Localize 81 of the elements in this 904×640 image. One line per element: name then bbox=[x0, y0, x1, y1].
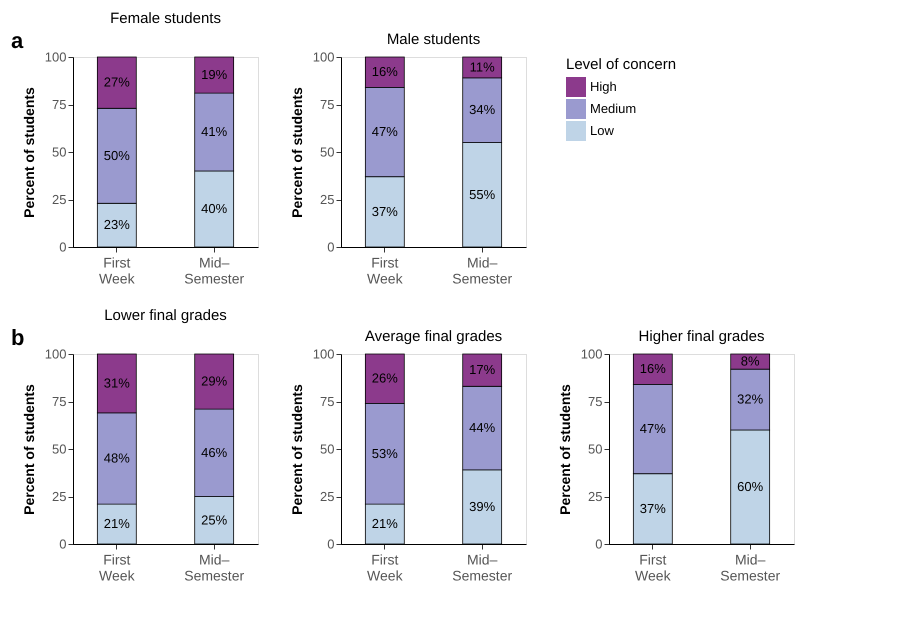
y-tick-label: 75 bbox=[52, 394, 66, 409]
data-label: 47% bbox=[372, 124, 398, 140]
y-tick-label: 100 bbox=[580, 346, 602, 362]
y-tick-label: 75 bbox=[52, 97, 66, 112]
y-tick-label: 75 bbox=[320, 97, 334, 112]
x-tick-label: First Week bbox=[367, 254, 404, 286]
y-tick-label: 50 bbox=[320, 144, 334, 160]
y-tick-label: 25 bbox=[588, 489, 602, 504]
data-label: 26% bbox=[372, 370, 398, 386]
y-axis-title: Percent of students bbox=[20, 86, 37, 218]
x-tick-label: First Week bbox=[99, 254, 136, 286]
data-label: 50% bbox=[104, 148, 130, 163]
chart-title: Female students bbox=[110, 10, 221, 27]
data-label: 48% bbox=[104, 450, 130, 466]
chart-title: Average final grades bbox=[364, 328, 502, 345]
data-label: 37% bbox=[640, 500, 666, 516]
data-label: 21% bbox=[372, 516, 398, 532]
y-axis-title: Percent of students bbox=[556, 384, 573, 515]
data-label: 44% bbox=[469, 420, 496, 436]
data-label: 34% bbox=[469, 102, 496, 118]
x-tick-label: First Week bbox=[635, 552, 672, 584]
data-label: 31% bbox=[104, 375, 130, 390]
chart-title: Lower final grades bbox=[104, 307, 227, 324]
y-tick-label: 75 bbox=[320, 394, 334, 409]
y-tick-label: 25 bbox=[320, 489, 334, 504]
x-tick-label: Mid– Semester bbox=[184, 552, 244, 584]
y-tick-label: 100 bbox=[312, 50, 334, 64]
data-label: 27% bbox=[104, 74, 130, 90]
y-tick-label: 0 bbox=[327, 536, 334, 552]
y-tick-label: 0 bbox=[595, 536, 602, 552]
chart-title: Male students bbox=[386, 31, 480, 48]
data-label: 41% bbox=[201, 124, 228, 140]
y-tick-label: 25 bbox=[52, 192, 66, 207]
data-label: 46% bbox=[201, 444, 228, 460]
y-axis-title: Percent of students bbox=[20, 384, 37, 515]
y-tick-label: 0 bbox=[327, 240, 334, 254]
data-label: 37% bbox=[372, 204, 398, 219]
data-label: 16% bbox=[372, 64, 398, 80]
y-tick-label: 0 bbox=[59, 240, 66, 254]
legend-title: Level of concern bbox=[566, 56, 676, 73]
y-tick-label: 50 bbox=[320, 442, 334, 456]
y-axis-title: Percent of students bbox=[288, 384, 305, 515]
x-tick-label: Mid– Semester bbox=[452, 254, 512, 286]
data-label: 23% bbox=[104, 217, 130, 232]
data-label: 60% bbox=[737, 479, 764, 494]
y-tick-label: 50 bbox=[52, 144, 66, 160]
y-axis-title: Percent of students bbox=[288, 86, 305, 218]
y-tick-label: 0 bbox=[59, 536, 66, 552]
legend-label: Medium bbox=[590, 101, 636, 116]
y-tick-label: 100 bbox=[44, 346, 66, 362]
data-label: 11% bbox=[470, 59, 496, 74]
data-label: 32% bbox=[737, 392, 764, 407]
data-label: 55% bbox=[469, 186, 496, 202]
y-tick-label: 25 bbox=[52, 489, 66, 504]
x-tick-label: Mid– Semester bbox=[184, 254, 244, 286]
data-label: 40% bbox=[201, 201, 228, 216]
legend-label: High bbox=[590, 79, 617, 94]
y-tick-label: 50 bbox=[52, 442, 66, 456]
x-tick-label: Mid– Semester bbox=[720, 552, 780, 584]
x-tick-label: Mid– Semester bbox=[452, 552, 512, 584]
legend-label: Low bbox=[590, 123, 614, 138]
text: b bbox=[11, 325, 24, 350]
data-label: 17% bbox=[469, 362, 496, 378]
x-tick-label: First Week bbox=[367, 552, 404, 584]
y-tick-label: 75 bbox=[588, 394, 602, 409]
chart-title: Higher final grades bbox=[638, 328, 764, 345]
text: a bbox=[11, 28, 24, 53]
y-tick-label: 25 bbox=[320, 192, 334, 207]
data-label: 39% bbox=[469, 498, 496, 514]
x-tick-label: First Week bbox=[99, 552, 136, 584]
y-tick-label: 100 bbox=[44, 50, 66, 64]
y-tick-label: 50 bbox=[588, 442, 602, 456]
data-label: 19% bbox=[201, 67, 228, 82]
data-label: 29% bbox=[201, 374, 228, 389]
data-label: 25% bbox=[201, 512, 228, 528]
y-tick-label: 100 bbox=[312, 346, 334, 362]
data-label: 53% bbox=[372, 446, 398, 461]
data-label: 47% bbox=[640, 421, 666, 436]
data-label: 16% bbox=[640, 361, 666, 376]
data-label: 8% bbox=[740, 354, 760, 369]
data-label: 21% bbox=[104, 516, 130, 532]
